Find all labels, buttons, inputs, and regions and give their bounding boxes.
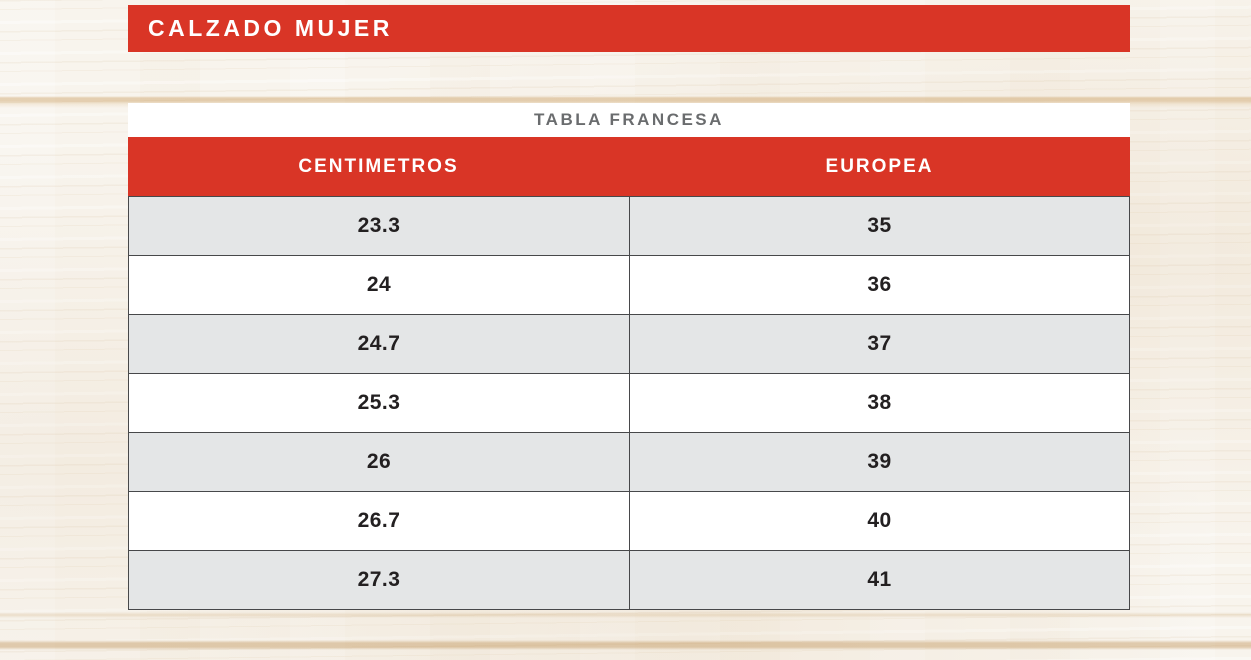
column-header-centimetros: CENTIMETROS	[298, 155, 459, 177]
cell-centimetros: 26	[366, 450, 392, 473]
cell-europea: 37	[629, 315, 1129, 373]
table-row: 23.3 35	[129, 197, 1129, 255]
cell-centimetros: 24.7	[357, 332, 401, 355]
table-row: 27.3 41	[129, 550, 1129, 609]
cell-centimetros: 27.3	[357, 568, 401, 591]
table-row: 26.7 40	[129, 491, 1129, 550]
table-row: 26 39	[129, 432, 1129, 491]
cell-centimetros: 25.3	[357, 391, 401, 414]
cell-europea: 38	[629, 374, 1129, 432]
cell-europea: 41	[629, 551, 1129, 609]
table-title: TABLA FRANCESA	[128, 103, 1130, 137]
cell-europea: 35	[629, 197, 1129, 255]
table-row: 24.7 37	[129, 314, 1129, 373]
table-body: 23.3 35 24 36 24.7 37 25.3 38 26 39 26.7 40 27.3 41	[128, 196, 1130, 610]
table-header-row: CENTIMETROS EUROPEA	[128, 137, 1130, 196]
page-title: CALZADO MUJER	[148, 15, 393, 41]
cell-centimetros: 24	[366, 273, 392, 296]
cell-centimetros: 26.7	[357, 509, 401, 532]
cell-europea: 40	[629, 492, 1129, 550]
cell-centimetros: 23.3	[357, 214, 401, 237]
table-row: 25.3 38	[129, 373, 1129, 432]
page-title-banner: CALZADO MUJER	[128, 5, 1130, 52]
table-row: 24 36	[129, 255, 1129, 314]
column-header-europea: EUROPEA	[825, 155, 934, 177]
cell-europea: 36	[629, 256, 1129, 314]
cell-europea: 39	[629, 433, 1129, 491]
size-conversion-table: TABLA FRANCESA CENTIMETROS EUROPEA 23.3 3…	[128, 103, 1130, 610]
